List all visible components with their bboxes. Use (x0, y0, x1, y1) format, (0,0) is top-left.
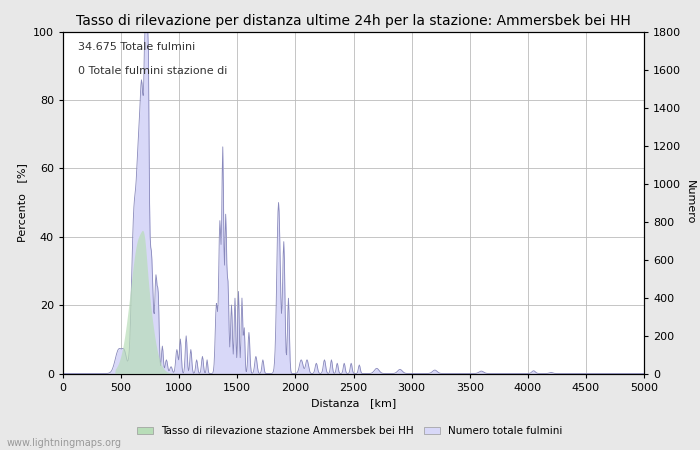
X-axis label: Distanza   [km]: Distanza [km] (311, 398, 396, 408)
Y-axis label: Numero: Numero (685, 180, 695, 225)
Text: 34.675 Totale fulmini: 34.675 Totale fulmini (78, 42, 195, 52)
Legend: Tasso di rilevazione stazione Ammersbek bei HH, Numero totale fulmini: Tasso di rilevazione stazione Ammersbek … (133, 422, 567, 440)
Title: Tasso di rilevazione per distanza ultime 24h per la stazione: Ammersbek bei HH: Tasso di rilevazione per distanza ultime… (76, 14, 631, 27)
Text: www.lightningmaps.org: www.lightningmaps.org (7, 438, 122, 448)
Text: 0 Totale fulmini stazione di: 0 Totale fulmini stazione di (78, 66, 227, 76)
Y-axis label: Percento   [%]: Percento [%] (18, 163, 27, 242)
